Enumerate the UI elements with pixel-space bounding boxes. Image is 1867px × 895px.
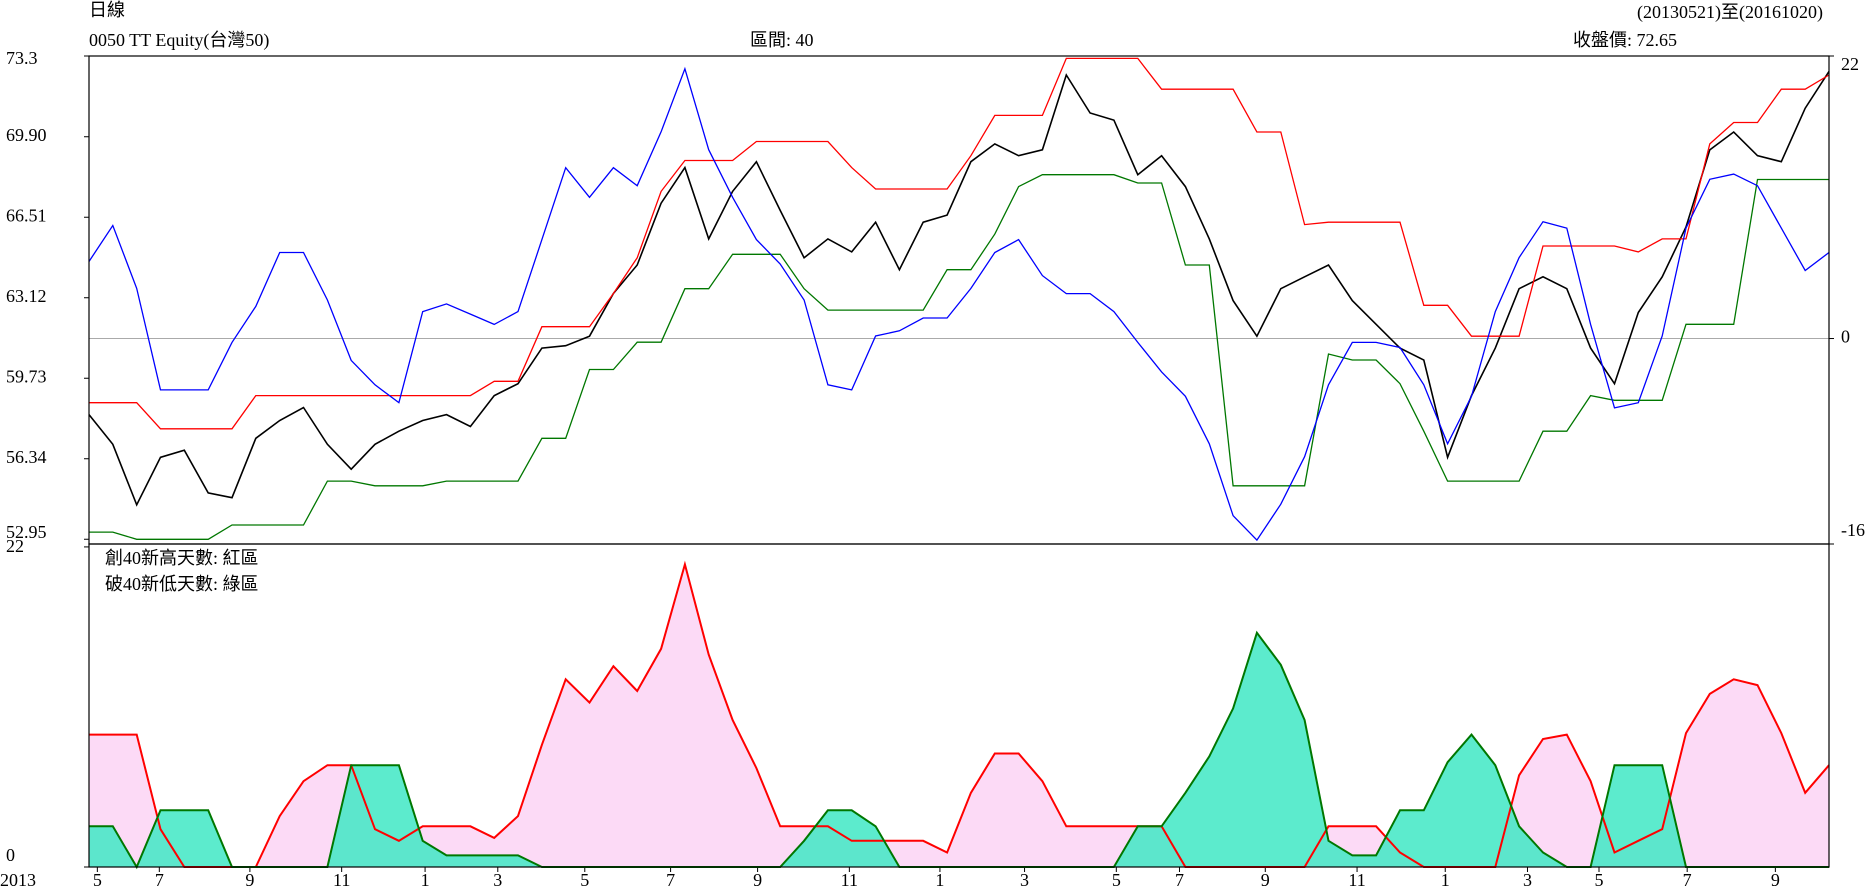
series-area [89, 632, 1829, 867]
series-line [88, 66, 1830, 542]
y-tick-label: 22 [6, 536, 24, 556]
y-tick-label: 56.34 [6, 447, 47, 467]
x-tick-label: 1 [421, 870, 430, 890]
panel-frame [88, 543, 1830, 868]
x-tick-label: 5 [1112, 870, 1121, 890]
x-tick-label: 1 [935, 870, 944, 890]
y2-tick-label: 0 [1841, 327, 1850, 347]
interval-label: 區間: 40 [750, 30, 814, 50]
series-line [89, 174, 1829, 540]
panel-frame [88, 55, 1830, 545]
x-tick-label: 9 [1771, 870, 1780, 890]
y-tick-label: 69.90 [6, 125, 47, 145]
y-tick-label: 63.12 [6, 286, 47, 306]
y-tick-label: 52.95 [6, 522, 47, 542]
x-tick-label: 11 [841, 870, 858, 890]
x-tick-label: 9 [1261, 870, 1270, 890]
year-label: 2013 [0, 870, 36, 890]
x-tick-label: 7 [155, 870, 164, 890]
period-label: 日線 [89, 0, 125, 20]
y2-tick-label: -16 [1841, 520, 1865, 540]
x-tick-label: 7 [666, 870, 675, 890]
x-tick-label: 7 [1175, 870, 1184, 890]
y-tick-label: 0 [6, 845, 15, 865]
x-tick-label: 9 [753, 870, 762, 890]
y-tick-label: 66.51 [6, 205, 47, 225]
x-tick-label: 5 [93, 870, 102, 890]
series-line [88, 70, 1830, 507]
x-tick-label: 9 [245, 870, 254, 890]
date-range: (20130521)至(20161020) [1637, 2, 1823, 23]
series-line [89, 560, 1830, 868]
x-tick-label: 3 [1523, 870, 1532, 890]
x-tick-label: 3 [493, 870, 502, 890]
x-tick-label: 3 [1020, 870, 1029, 890]
close-label: 收盤價: 72.65 [1573, 30, 1677, 50]
chart-title: 0050 TT Equity(台灣50) [89, 30, 269, 51]
annotation: 破40新低天數: 綠區 [105, 574, 259, 594]
x-tick-label: 5 [580, 870, 589, 890]
series-line [89, 57, 1830, 430]
x-tick-label: 7 [1683, 870, 1692, 890]
x-tick-label: 11 [1348, 870, 1365, 890]
annotation: 創40新高天數: 紅區 [105, 548, 259, 568]
x-tick-label: 5 [1594, 870, 1603, 890]
x-tick-label: 1 [1441, 870, 1450, 890]
y2-tick-label: 22 [1841, 54, 1859, 74]
y-tick-label: 73.3 [6, 48, 38, 68]
x-tick-label: 11 [333, 870, 350, 890]
y-tick-label: 59.73 [6, 366, 47, 386]
